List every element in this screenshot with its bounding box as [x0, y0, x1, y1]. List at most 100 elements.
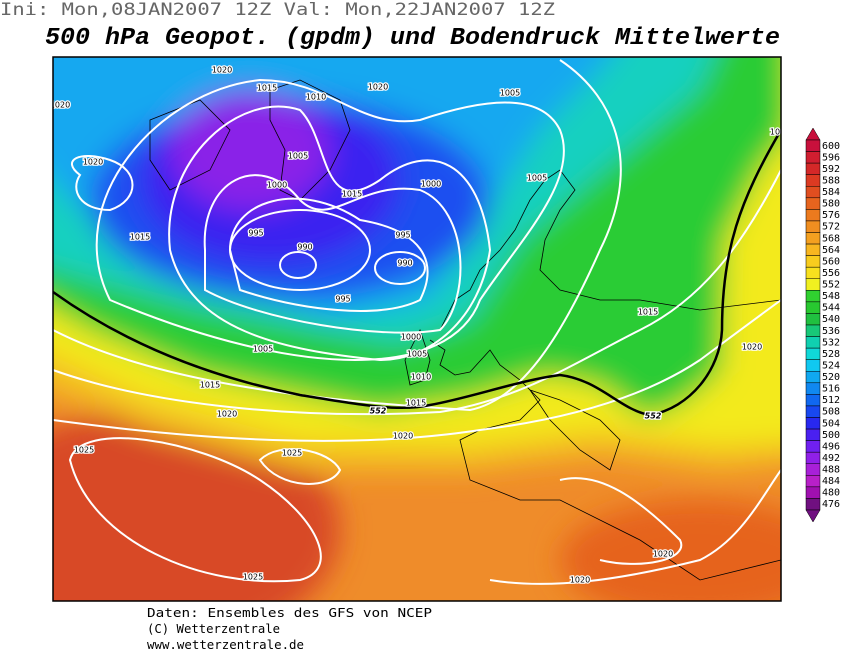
legend-label: 508 [822, 407, 840, 418]
geopotential-552-line [53, 129, 781, 417]
legend-swatch [805, 394, 821, 407]
legend-label: 596 [822, 152, 840, 163]
isobar-label: 1015 [200, 381, 220, 390]
isobar-label: 1005 [253, 345, 273, 354]
legend-label: 488 [822, 465, 840, 476]
legend-swatch [805, 220, 821, 233]
legend-swatch [805, 139, 821, 152]
legend-swatch [805, 347, 821, 360]
legend-label: 540 [822, 314, 840, 325]
legend-label: 492 [822, 453, 840, 464]
geopotential-field [53, 57, 781, 601]
legend-label: 528 [822, 349, 840, 360]
legend-label: 552 [822, 280, 840, 291]
isobar-label: 1015 [638, 308, 658, 317]
isobar-label: 1025 [243, 573, 263, 582]
legend-arrow-bottom [805, 509, 821, 523]
legend-swatch [805, 336, 821, 349]
isobar-label: 1005 [527, 174, 547, 183]
legend-label: 536 [822, 326, 840, 337]
legend-label: 572 [822, 222, 840, 233]
legend-swatch [805, 451, 821, 464]
map-frame [52, 56, 782, 602]
isobar-label: 1020 [742, 343, 762, 352]
legend-label: 560 [822, 256, 840, 267]
legend-label: 520 [822, 372, 840, 383]
isobar-label: 1020 [653, 550, 673, 559]
legend-label: 500 [822, 430, 840, 441]
legend-label: 480 [822, 488, 840, 499]
isobar-label: 1000 [421, 180, 441, 189]
legend-swatch [805, 371, 821, 384]
color-legend: 6005965925885845805765725685645605565525… [805, 127, 840, 523]
isobar-label: 1010 [306, 93, 326, 102]
isobar-label: 1005 [500, 89, 520, 98]
legend-swatch [805, 313, 821, 326]
footer-line: www.wetterzentrale.de [147, 638, 304, 652]
legend-label: 584 [822, 187, 840, 198]
isobar-label: 1020 [50, 101, 70, 110]
isobar-label: 1020 [217, 410, 237, 419]
legend-swatch [805, 266, 821, 279]
isobar-label: 1005 [407, 350, 427, 359]
legend-swatch [805, 440, 821, 453]
isobar-label: 1020 [83, 158, 103, 167]
legend-label: 564 [822, 245, 840, 256]
legend-swatch [805, 290, 821, 303]
legend-swatch [805, 359, 821, 372]
geopotential-label: 552 [370, 407, 387, 416]
isobar-label: 1005 [288, 152, 308, 161]
legend-label: 512 [822, 395, 840, 406]
legend-swatch [805, 428, 821, 441]
geopotential-label: 552 [645, 412, 662, 421]
contour-labels: 1020 1015 1010 1020 1005 1020 1020 1005 1000 1015… [50, 64, 781, 586]
isobar-label: 1020 [368, 83, 388, 92]
footer-line: (C) Wetterzentrale [147, 622, 280, 636]
footer-line: Daten: Ensembles des GFS von NCEP [147, 606, 432, 620]
legend-label: 524 [822, 360, 840, 371]
legend-arrow-top [805, 127, 821, 141]
legend-swatch [805, 324, 821, 337]
legend-swatch [805, 151, 821, 164]
legend-swatch [805, 405, 821, 418]
map: 1020 1015 1010 1020 1005 1020 1020 1005 1000 1015… [50, 57, 781, 601]
legend-swatch [805, 174, 821, 187]
legend-swatch [805, 243, 821, 256]
legend-label: 504 [822, 418, 840, 429]
isobar-label: 990 [397, 259, 412, 268]
legend-swatch [805, 162, 821, 175]
isobar-label: 1020 [212, 66, 232, 75]
legend-label: 476 [822, 499, 840, 510]
isobar-label: 1000 [267, 181, 287, 190]
legend-swatch [805, 209, 821, 222]
legend-swatch [805, 498, 821, 511]
legend-swatch [805, 186, 821, 199]
isobar-label: 995 [335, 295, 350, 304]
isobar-label: 990 [297, 243, 312, 252]
isobar-label: 1015 [257, 84, 277, 93]
legend-swatch [805, 301, 821, 314]
legend-swatch [805, 255, 821, 268]
legend-label: 496 [822, 441, 840, 452]
legend-label: 576 [822, 210, 840, 221]
legend-label: 548 [822, 291, 840, 302]
isobar-label: 995 [395, 231, 410, 240]
isobar-label: 1015 [406, 399, 426, 408]
legend-swatch [805, 475, 821, 488]
isobar-label: 1025 [282, 449, 302, 458]
legend-label: 484 [822, 476, 840, 487]
legend-label: 592 [822, 164, 840, 175]
map-title: 500 hPa Geopot. (gpdm) und Bodendruck Mi… [45, 25, 780, 52]
isobar-label: 1020 [393, 432, 413, 441]
legend-label: 588 [822, 175, 840, 186]
legend-label: 556 [822, 268, 840, 279]
isobar-label: 1020 [570, 576, 590, 585]
isobar-label: 10 [770, 128, 780, 137]
legend-swatch [805, 232, 821, 245]
isobar-label: 1025 [74, 446, 94, 455]
isobar-label: 995 [248, 229, 263, 238]
isobar-label: 1000 [401, 333, 421, 342]
legend-swatch [805, 417, 821, 430]
legend-label: 568 [822, 233, 840, 244]
